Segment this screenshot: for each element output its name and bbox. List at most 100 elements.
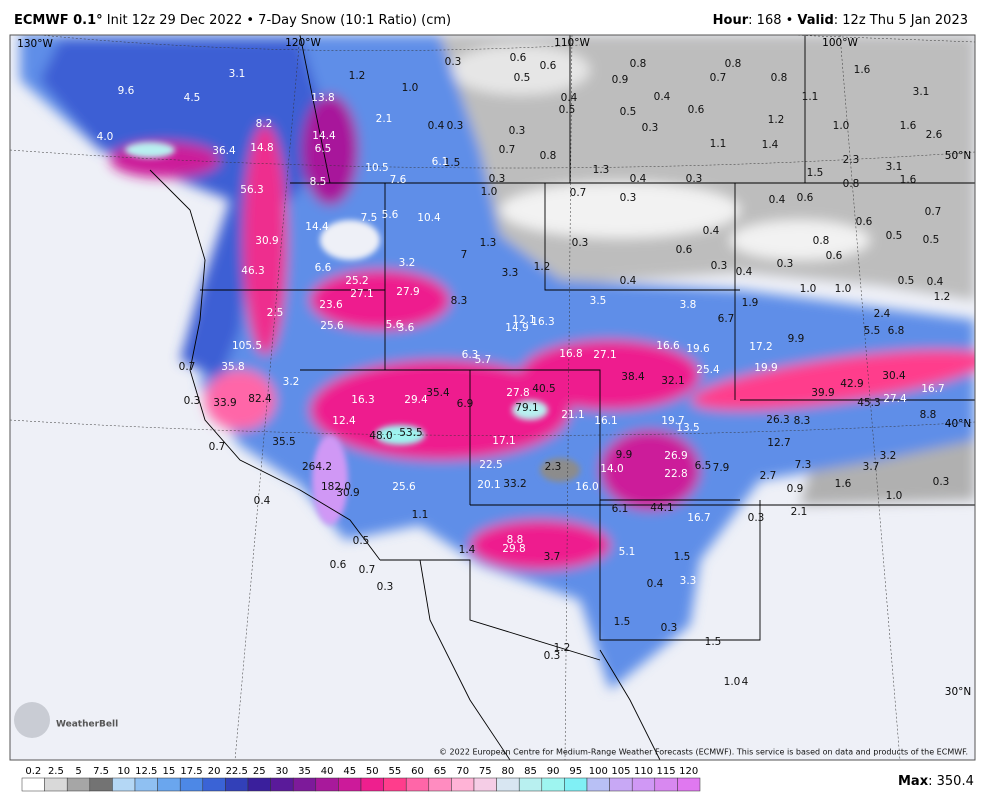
snow-label: 0.6 (330, 559, 347, 571)
snow-label: 0.3 (445, 56, 462, 68)
legend-swatch (44, 777, 68, 792)
snow-label: 1.0 (724, 676, 741, 688)
snow-label: 16.1 (594, 415, 617, 427)
snow-label: 35.5 (272, 436, 295, 448)
legend-swatch (66, 777, 91, 792)
snow-label: 16.3 (351, 394, 374, 406)
legend-tick: 75 (479, 766, 492, 777)
snow-label: 40.5 (532, 383, 555, 395)
snow-label: 0.4 (654, 91, 671, 103)
map (10, 35, 975, 760)
snow-label: 1.1 (710, 138, 727, 150)
snow-label: 30.9 (336, 487, 359, 499)
snow-label: 0.3 (661, 622, 678, 634)
legend-tick: 80 (502, 766, 515, 777)
legend-tick: 110 (634, 766, 653, 777)
snow-label: 1.5 (444, 157, 461, 169)
snow-label: 17.2 (749, 341, 772, 353)
snow-label: 9.9 (788, 333, 805, 345)
snow-label: 0.7 (209, 441, 226, 453)
snow-label: 36.4 (212, 145, 236, 157)
snow-label: 8.3 (451, 295, 468, 307)
snow-peaks (125, 142, 580, 525)
legend-swatch (609, 777, 633, 792)
snow-label: 6.3 (462, 349, 479, 361)
hour-label: Hour (713, 13, 749, 28)
snow-label: 30.9 (255, 235, 278, 247)
snow-label: 5.1 (619, 546, 636, 558)
legend-tick: 20 (208, 766, 221, 777)
snow-label: 2.5 (267, 307, 284, 319)
snow-label: 105.5 (232, 340, 262, 352)
snow-label: 8.8 (507, 534, 524, 546)
snow-label: 0.8 (630, 58, 647, 70)
snow-label: 2.4 (874, 308, 891, 320)
legend-swatch (564, 777, 588, 792)
snow-label: 8.8 (920, 409, 937, 421)
snow-label: 27.8 (506, 387, 529, 399)
legend-tick: 45 (343, 766, 356, 777)
legend-tick: 55 (389, 766, 402, 777)
snow-label: 1.1 (802, 91, 819, 103)
legend-tick: 90 (547, 766, 560, 777)
snow-label: 22.8 (664, 468, 687, 480)
snow-label: 1.6 (900, 174, 917, 186)
snow-label: 16.7 (687, 512, 710, 524)
snow-label: 3.5 (590, 295, 607, 307)
snow-label: 0.6 (797, 192, 814, 204)
legend-tick: 5 (75, 766, 81, 777)
snow-label: 1.2 (349, 70, 366, 82)
snow-label: 9.6 (118, 85, 135, 97)
snow-label: 2.6 (926, 129, 943, 141)
snow-label: 2.3 (843, 154, 860, 166)
snow-label: 264.2 (302, 461, 332, 473)
snow-label: 27.4 (883, 393, 907, 405)
snow-label: 1.5 (614, 616, 631, 628)
snow-label: 46.3 (241, 265, 264, 277)
graticule-label: 120°W (285, 37, 321, 49)
legend-swatch (518, 777, 543, 792)
snow-label: 0.3 (686, 173, 703, 185)
snow-label: 79.1 (515, 402, 538, 414)
snow-label: 3.8 (680, 299, 697, 311)
snow-label: 0.3 (544, 650, 561, 662)
snow-label: 12.1 (512, 314, 535, 326)
snow-label: 6.5 (315, 143, 332, 155)
legend-swatch (677, 777, 701, 792)
snow-label: 12.4 (332, 415, 356, 427)
snow-label: 0.6 (510, 52, 527, 64)
snow-label: 23.6 (319, 299, 343, 311)
snow-label: 0.7 (499, 144, 516, 156)
snow-label: 6.1 (612, 503, 629, 515)
snow-label: 10.4 (417, 212, 441, 224)
graticule-label: 40°N (945, 418, 971, 430)
legend-tick: 25 (253, 766, 266, 777)
snow-label: 0.3 (620, 192, 637, 204)
snow-label: 7 (461, 249, 468, 261)
snow-label: 6.1 (432, 156, 449, 168)
snow-label: 3.7 (544, 551, 561, 563)
legend-tick: 40 (321, 766, 334, 777)
snow-label: 8.2 (256, 118, 273, 130)
graticule-label: 50°N (945, 150, 971, 162)
legend-swatch (473, 777, 497, 792)
model: ECMWF 0.1° (14, 13, 103, 28)
snow-label: 0.7 (710, 72, 727, 84)
snow-label: 0.4 (561, 92, 578, 104)
legend-swatch (292, 777, 317, 792)
snow-label: 19.6 (686, 343, 710, 355)
snow-label: 0.8 (813, 235, 830, 247)
credit: © 2022 European Centre for Medium-Range … (439, 748, 968, 757)
snow-label: 8.5 (310, 176, 327, 188)
snow-label: 20.1 (477, 479, 500, 491)
legend-tick: 35 (298, 766, 311, 777)
graticule-label: 110°W (554, 37, 590, 49)
snow-label: 1.3 (480, 237, 497, 249)
graticule-lines (10, 35, 975, 760)
legend-tick: 70 (456, 766, 469, 777)
legend-swatch (179, 777, 204, 792)
snow-label: 14.9 (505, 322, 528, 334)
snow-label: 25.4 (696, 364, 720, 376)
legend-tick: 15 (163, 766, 176, 777)
legend-swatch (112, 777, 136, 792)
